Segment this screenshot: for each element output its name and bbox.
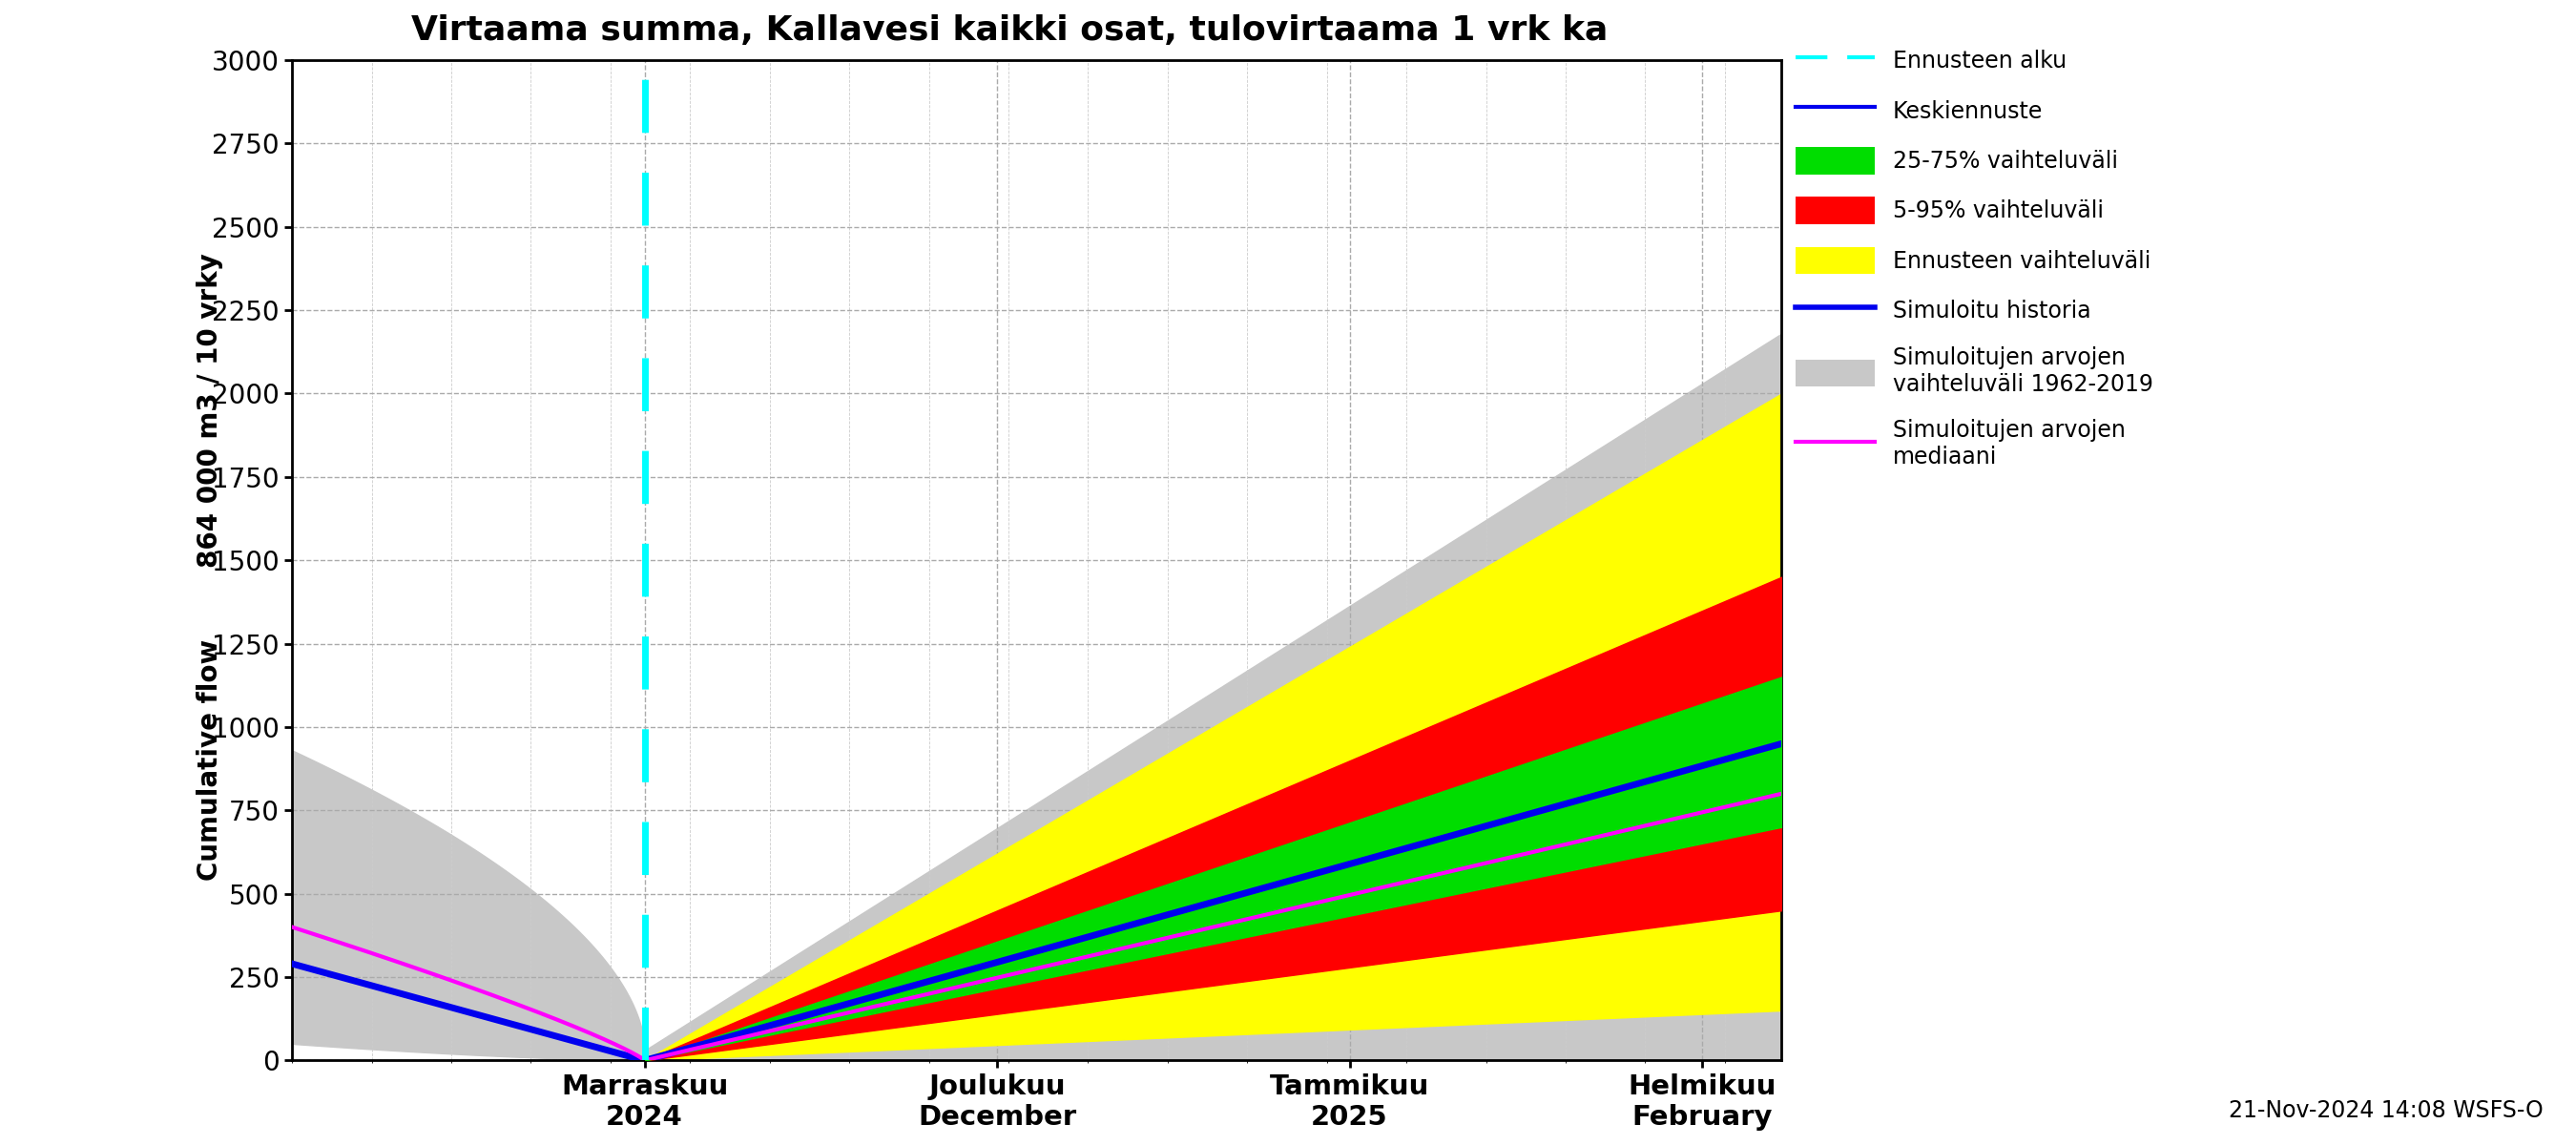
Text: 21-Nov-2024 14:08 WSFS-O: 21-Nov-2024 14:08 WSFS-O: [2228, 1099, 2543, 1122]
Text: Virtaama summa, Kallavesi kaikki osat, tulovirtaama 1 vrk ka: Virtaama summa, Kallavesi kaikki osat, t…: [412, 14, 1607, 47]
Legend: Ennusteen alku, Keskiennuste, 25-75% vaihteluväli, 5-95% vaihteluväli, Ennusteen: Ennusteen alku, Keskiennuste, 25-75% vai…: [1790, 40, 2159, 475]
Text: 864 000 m3 / 10 vrky: 864 000 m3 / 10 vrky: [196, 253, 224, 568]
Text: Cumulative flow: Cumulative flow: [196, 640, 224, 881]
